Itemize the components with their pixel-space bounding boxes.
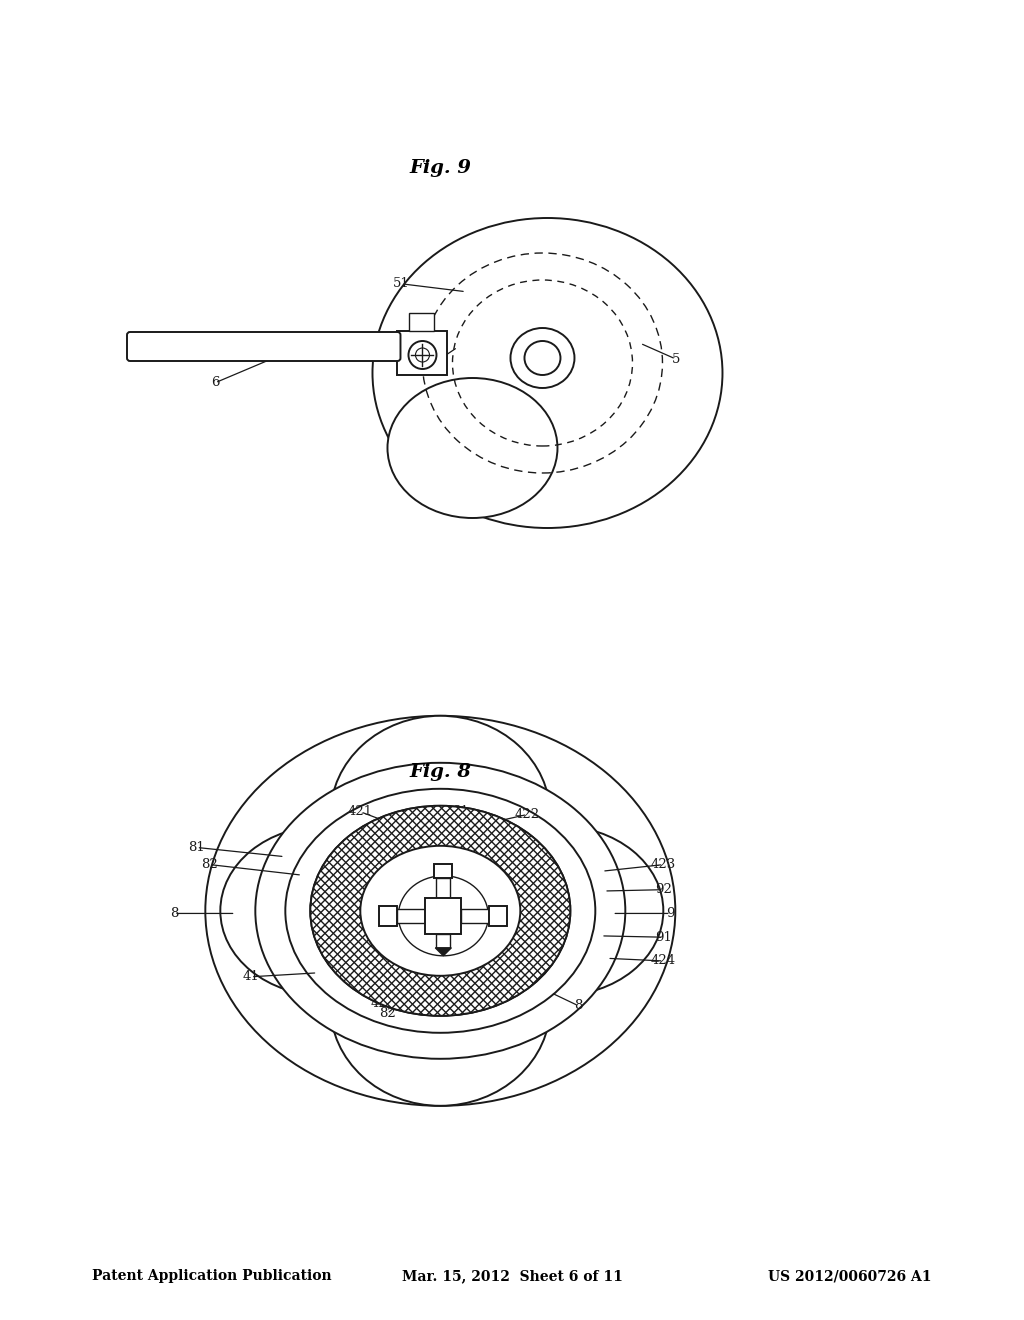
Text: 81: 81 — [188, 841, 205, 854]
FancyBboxPatch shape — [127, 333, 400, 360]
Circle shape — [416, 348, 429, 362]
Ellipse shape — [286, 789, 595, 1032]
Text: 5: 5 — [672, 352, 680, 366]
Text: 424: 424 — [651, 954, 676, 968]
Bar — [436, 933, 451, 948]
Text: 423: 423 — [651, 858, 676, 871]
Bar — [410, 313, 434, 331]
Text: 92: 92 — [655, 883, 672, 896]
Ellipse shape — [454, 826, 664, 995]
Text: 82: 82 — [202, 858, 218, 871]
Text: Fig. 8: Fig. 8 — [410, 763, 471, 781]
Bar — [489, 906, 507, 925]
Ellipse shape — [373, 218, 723, 528]
Ellipse shape — [511, 327, 574, 388]
Text: 41: 41 — [243, 970, 259, 983]
Bar — [434, 865, 453, 878]
Ellipse shape — [206, 715, 675, 1106]
Bar — [425, 898, 462, 933]
Bar — [462, 908, 489, 923]
Text: US 2012/0060726 A1: US 2012/0060726 A1 — [768, 1270, 932, 1283]
Text: 8: 8 — [170, 907, 178, 920]
Text: 51: 51 — [393, 277, 410, 290]
Text: Mar. 15, 2012  Sheet 6 of 11: Mar. 15, 2012 Sheet 6 of 11 — [401, 1270, 623, 1283]
Ellipse shape — [360, 846, 520, 975]
Text: 422: 422 — [515, 808, 540, 821]
Text: 61: 61 — [420, 360, 436, 374]
Text: 82: 82 — [379, 1007, 395, 1020]
Text: 42: 42 — [371, 997, 387, 1010]
Bar — [397, 331, 447, 375]
Bar — [379, 906, 397, 925]
Ellipse shape — [310, 805, 570, 1016]
Text: 81: 81 — [453, 805, 469, 818]
Bar — [436, 878, 451, 898]
Ellipse shape — [220, 826, 430, 995]
Text: Patent Application Publication: Patent Application Publication — [92, 1270, 332, 1283]
Polygon shape — [435, 948, 452, 956]
Ellipse shape — [310, 805, 570, 1016]
Ellipse shape — [387, 378, 557, 517]
Text: 421: 421 — [348, 805, 373, 818]
Text: 9: 9 — [667, 907, 675, 920]
Text: Fig. 9: Fig. 9 — [410, 158, 471, 177]
Bar — [397, 908, 425, 923]
Circle shape — [409, 341, 436, 370]
Ellipse shape — [331, 906, 550, 1106]
Text: 8: 8 — [574, 999, 583, 1012]
Ellipse shape — [524, 341, 560, 375]
Text: 6: 6 — [211, 376, 219, 389]
Text: 91: 91 — [655, 931, 672, 944]
Ellipse shape — [255, 763, 626, 1059]
Ellipse shape — [331, 715, 550, 916]
